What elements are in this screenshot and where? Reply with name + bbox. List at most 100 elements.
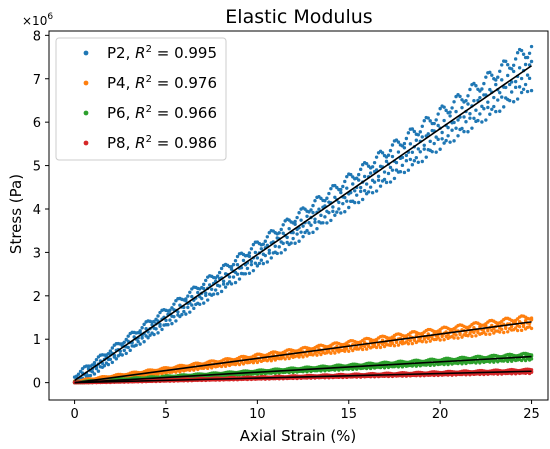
- plot-frame: [48, 30, 549, 401]
- data-point: [358, 185, 363, 190]
- data-point: [94, 357, 99, 362]
- data-point: [120, 353, 124, 357]
- data-point: [327, 191, 331, 196]
- data-point: [277, 245, 281, 249]
- data-point: [529, 353, 534, 357]
- data-point: [470, 334, 474, 338]
- data-point: [221, 282, 226, 286]
- data-point: [424, 155, 428, 159]
- data-point: [321, 221, 325, 225]
- data-point: [364, 347, 369, 351]
- data-point: [186, 294, 190, 298]
- data-point: [446, 125, 450, 130]
- data-point: [110, 346, 115, 350]
- data-point: [343, 210, 347, 214]
- data-point: [364, 161, 369, 166]
- data-point: [215, 292, 220, 296]
- data-point: [209, 287, 214, 291]
- data-point: [315, 226, 319, 231]
- data-point: [311, 203, 315, 208]
- data-point: [396, 140, 401, 144]
- data-point: [339, 190, 343, 195]
- data-point: [488, 332, 492, 336]
- data-point: [386, 153, 391, 157]
- legend-entry-p2: P2, R2 = 0.995: [107, 44, 217, 62]
- data-point: [333, 213, 337, 217]
- data-point: [108, 349, 113, 353]
- data-point: [511, 69, 516, 74]
- data-point: [343, 195, 347, 200]
- data-point: [136, 339, 140, 344]
- data-point: [283, 357, 287, 361]
- data-point: [142, 322, 146, 327]
- data-point: [466, 334, 470, 338]
- data-point: [456, 118, 460, 122]
- data-point: [525, 55, 530, 60]
- data-point: [444, 108, 448, 113]
- y-tick-label: 6: [33, 116, 41, 131]
- data-point: [339, 211, 343, 215]
- data-point: [468, 331, 472, 336]
- data-point: [255, 256, 260, 260]
- data-point: [502, 105, 506, 109]
- data-point: [247, 271, 252, 275]
- legend-entry-p6: P6, R2 = 0.966: [107, 104, 217, 122]
- data-point: [221, 279, 226, 283]
- data-point: [313, 217, 317, 221]
- data-point: [462, 115, 466, 119]
- data-point: [480, 87, 484, 91]
- data-point: [452, 100, 456, 104]
- data-point: [442, 141, 446, 145]
- data-point: [241, 258, 246, 263]
- data-point: [408, 338, 413, 343]
- data-point: [523, 62, 528, 67]
- data-point: [474, 84, 478, 88]
- data-point: [301, 355, 305, 359]
- data-point: [323, 215, 327, 219]
- data-point: [368, 171, 373, 175]
- data-point: [289, 241, 293, 245]
- x-tick-label: 25: [523, 407, 540, 422]
- data-point: [146, 336, 150, 340]
- data-point: [261, 261, 266, 266]
- x-tick-label: 15: [340, 407, 357, 422]
- data-point: [287, 226, 291, 231]
- data-point: [362, 174, 367, 179]
- data-point: [450, 106, 454, 110]
- data-point: [345, 199, 349, 203]
- data-point: [293, 241, 297, 245]
- x-tick-label: 20: [432, 407, 449, 422]
- data-point: [182, 309, 186, 314]
- data-point: [494, 82, 498, 87]
- data-point: [351, 348, 355, 353]
- x-tick-label: 0: [70, 407, 78, 422]
- data-point: [412, 129, 417, 134]
- data-point: [390, 154, 395, 159]
- data-point: [257, 261, 262, 266]
- data-point: [525, 89, 530, 94]
- data-point: [444, 138, 448, 143]
- data-point: [420, 339, 424, 344]
- legend-marker-p4: [83, 80, 89, 86]
- data-point: [470, 126, 474, 130]
- data-point: [347, 205, 351, 210]
- data-point: [206, 298, 210, 302]
- data-point: [523, 82, 528, 87]
- data-point: [92, 360, 97, 365]
- data-point: [299, 218, 303, 222]
- data-point: [392, 176, 397, 181]
- data-point: [472, 116, 476, 121]
- data-point: [448, 110, 452, 114]
- data-point: [519, 90, 524, 95]
- data-point: [196, 290, 200, 295]
- data-point: [301, 234, 305, 239]
- data-point: [525, 73, 530, 77]
- data-point: [345, 347, 349, 351]
- data-point: [380, 151, 385, 155]
- data-point: [460, 335, 464, 339]
- legend: P2, R2 = 0.995 P4, R2 = 0.976 P6, R2 = 0.9…: [55, 37, 227, 161]
- data-point: [207, 283, 212, 287]
- data-point: [349, 172, 353, 177]
- data-point: [374, 189, 379, 193]
- data-point: [285, 235, 289, 240]
